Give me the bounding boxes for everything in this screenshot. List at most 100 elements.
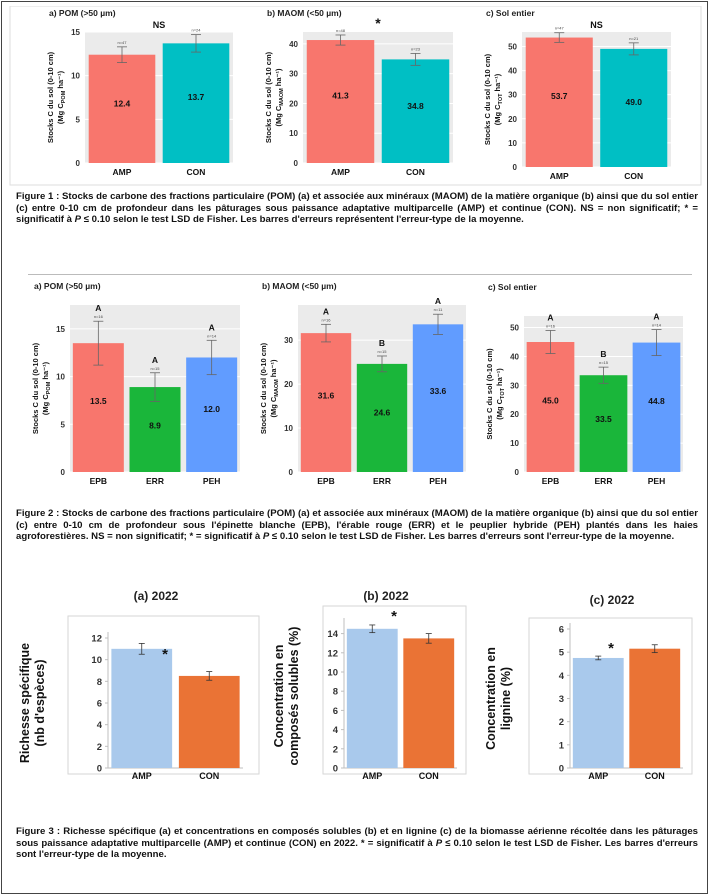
y-tick-label: 14 xyxy=(327,629,338,640)
y-tick-label: 0 xyxy=(289,468,294,477)
letter-label: A xyxy=(95,303,101,313)
figure-1-charts: a) POM (>50 µm) NS 0 5 10 15 Stocks C du sol (… xyxy=(9,6,702,186)
y-axis-label-sub: TOT xyxy=(500,387,506,399)
y-axis-label-line1: Stocks C du sol (0-10 cm) xyxy=(485,348,494,440)
y-tick-label: 4 xyxy=(333,725,339,736)
caption-label: Figure 2 : xyxy=(16,508,60,519)
y-tick-label: 0 xyxy=(97,764,102,775)
value-label: 49.0 xyxy=(625,97,642,107)
y-tick-label: 30 xyxy=(510,381,519,390)
y-tick-label: 50 xyxy=(510,324,519,333)
x-tick-label: EPB xyxy=(542,476,559,486)
y-tick-label: 20 xyxy=(289,99,298,108)
y-tick-label: 40 xyxy=(289,40,298,49)
x-tick-label: AMP xyxy=(132,771,152,781)
value-label: 41.3 xyxy=(332,90,349,100)
y-tick-label: 0 xyxy=(333,764,338,775)
y-tick-label: 0 xyxy=(515,468,520,477)
x-tick-label: PEH xyxy=(203,476,220,486)
y-axis-label: Richesse spécifique(nb d'espèces) xyxy=(18,643,47,763)
significance-label: NS xyxy=(153,20,166,30)
y-axis-label: Stocks C du sol (0-10 cm)(Mg CTOT ha⁻¹) xyxy=(483,53,504,145)
caption-label: Figure 1 : xyxy=(16,191,60,202)
x-tick-label: ERR xyxy=(595,476,613,486)
y-tick-label: 10 xyxy=(508,139,517,148)
caption-text: Stocks de carbone des fractions particul… xyxy=(16,508,698,543)
figure-3: (a) 2022 0 2 4 6 8 10 12 Richesse spécifique(nb … xyxy=(8,586,703,804)
x-tick-label: CON xyxy=(199,771,219,781)
chart-f2b: b) MAOM (<50 µm) 0 10 20 30 Stocks C du sol (… xyxy=(259,281,466,486)
bar-peh xyxy=(632,342,681,472)
bar-con xyxy=(162,43,230,163)
y-tick-label: 6 xyxy=(333,706,338,717)
n-label: n=21 xyxy=(629,36,639,41)
letter-label: B xyxy=(600,349,606,359)
bar-con xyxy=(600,48,668,167)
y-axis-label-sub: MAOM xyxy=(279,88,285,106)
n-label: n=16 xyxy=(94,314,104,319)
y-tick-label: 20 xyxy=(284,380,293,389)
y-tick-label: 10 xyxy=(289,129,298,138)
y-tick-label: 4 xyxy=(97,720,103,731)
caption-text-end: ≤ 0.10 selon le test LSD de Fisher. Les … xyxy=(16,837,698,861)
bar-con xyxy=(629,648,681,768)
y-axis-label-sub: POM xyxy=(46,381,52,394)
letter-label: A xyxy=(209,322,215,332)
y-axis-label-sub: POM xyxy=(61,90,67,103)
y-axis-label-line2: (nb d'espèces) xyxy=(33,659,47,746)
y-tick-label: 5 xyxy=(76,115,81,124)
chart-title: a) POM (>50 µm) xyxy=(49,8,116,18)
x-tick-label: AMP xyxy=(588,771,608,781)
y-tick-label: 50 xyxy=(508,42,517,51)
y-axis-label-line2: lignine (%) xyxy=(499,667,513,730)
bar-epb xyxy=(526,342,575,472)
significance-label: * xyxy=(391,608,397,625)
y-tick-label: 0 xyxy=(76,159,81,168)
chart-f1b: b) MAOM (<50 µm) * 0 10 20 30 40 Stocks C du so… xyxy=(264,8,453,177)
n-label: n=48 xyxy=(336,28,346,33)
letter-label: A xyxy=(435,296,441,306)
caption-p: P xyxy=(74,214,82,226)
letter-label: A xyxy=(653,312,659,322)
chart-title: b) MAOM (<50 µm) xyxy=(267,8,342,18)
chart-title: (a) 2022 xyxy=(134,589,179,603)
chart-f1a: a) POM (>50 µm) NS 0 5 10 15 Stocks C du sol (… xyxy=(46,8,233,177)
bar-con xyxy=(381,59,450,163)
letter-label: A xyxy=(152,355,158,365)
y-axis-label-line2: (Mg C xyxy=(41,394,50,415)
y-axis-label: Stocks C du sol (0-10 cm)(Mg CPOM ha⁻¹) xyxy=(31,342,52,434)
n-label: n=23 xyxy=(411,46,421,51)
significance-label: * xyxy=(162,646,168,663)
n-label: n=15 xyxy=(599,360,609,365)
y-tick-label: 0 xyxy=(559,764,564,775)
letter-label: A xyxy=(547,312,553,322)
y-axis-label: Concentration enlignine (%) xyxy=(484,647,513,750)
value-label: 12.0 xyxy=(203,404,220,414)
y-axis-label-line1: Concentration en xyxy=(484,647,498,750)
value-label: 12.4 xyxy=(114,98,131,108)
divider xyxy=(28,274,692,275)
chart-title: c) Sol entier xyxy=(488,282,537,292)
y-tick-label: 10 xyxy=(56,373,65,382)
chart-f3a: (a) 2022 0 2 4 6 8 10 12 Richesse spécifique(nb … xyxy=(18,589,260,781)
n-label: n=15 xyxy=(150,366,160,371)
value-label: 45.0 xyxy=(542,396,559,406)
chart-title: (b) 2022 xyxy=(363,589,409,603)
y-axis-label: Concentration encomposés solubles (%) xyxy=(272,627,301,766)
y-axis-label-line1: Stocks C du sol (0-10 cm) xyxy=(259,342,268,434)
y-tick-label: 10 xyxy=(327,668,338,679)
x-tick-label: CON xyxy=(624,171,643,181)
y-axis-label: Stocks C du sol (0-10 cm)(Mg CTOT ha⁻¹) xyxy=(485,348,506,440)
y-tick-label: 10 xyxy=(71,72,80,81)
value-label: 33.6 xyxy=(430,386,447,396)
bar-peh xyxy=(186,357,238,472)
y-axis-label: Stocks C du sol (0-10 cm)(Mg CPOM ha⁻¹) xyxy=(46,51,67,143)
x-tick-label: PEH xyxy=(648,476,665,486)
value-label: 53.7 xyxy=(551,91,568,101)
x-tick-label: CON xyxy=(645,771,665,781)
figure-1: a) POM (>50 µm) NS 0 5 10 15 Stocks C du sol (… xyxy=(8,6,703,186)
y-tick-label: 0 xyxy=(294,159,299,168)
y-axis-label-line1: Stocks C du sol (0-10 cm) xyxy=(264,51,273,143)
